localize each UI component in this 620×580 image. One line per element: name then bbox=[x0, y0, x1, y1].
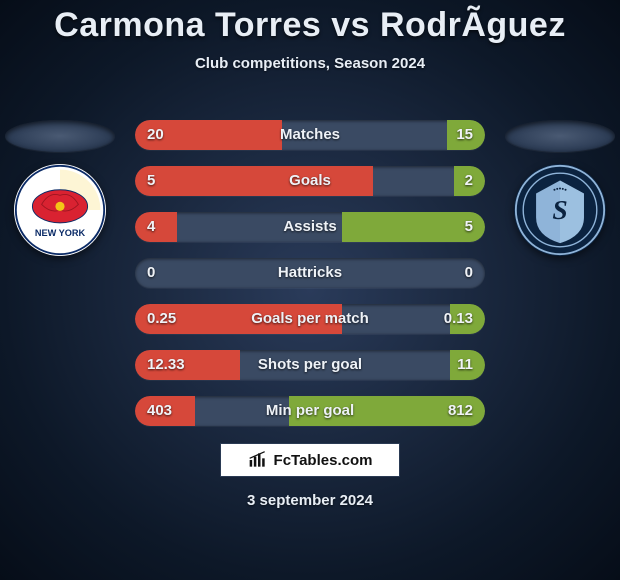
stat-label: Assists bbox=[135, 212, 485, 242]
stat-label: Shots per goal bbox=[135, 350, 485, 380]
svg-text:S: S bbox=[552, 194, 567, 225]
stat-label: Min per goal bbox=[135, 396, 485, 426]
redbulls-crest-icon: NEW YORK bbox=[14, 164, 106, 256]
stat-row: 403812Min per goal bbox=[135, 396, 485, 426]
stat-label: Goals bbox=[135, 166, 485, 196]
stat-row: 52Goals bbox=[135, 166, 485, 196]
sportingkc-crest-icon: S bbox=[514, 164, 606, 256]
stats-comparison-chart: 2015Matches 52Goals 45Assists 00Hattricks 0.… bbox=[135, 120, 485, 442]
date-label: 3 september 2024 bbox=[0, 492, 620, 509]
stat-row: 00Hattricks bbox=[135, 258, 485, 288]
fctables-label: FcTables.com bbox=[274, 452, 373, 469]
stat-label: Goals per match bbox=[135, 304, 485, 334]
stat-row: 0.250.13Goals per match bbox=[135, 304, 485, 334]
right-team-crest: S bbox=[514, 164, 606, 256]
svg-text:NEW YORK: NEW YORK bbox=[35, 228, 86, 238]
right-name-plate bbox=[505, 120, 615, 152]
stat-row: 12.3311Shots per goal bbox=[135, 350, 485, 380]
fctables-watermark: FcTables.com bbox=[220, 443, 400, 477]
stat-label: Hattricks bbox=[135, 258, 485, 288]
stat-row: 45Assists bbox=[135, 212, 485, 242]
stat-row: 2015Matches bbox=[135, 120, 485, 150]
stat-label: Matches bbox=[135, 120, 485, 150]
bar-chart-icon bbox=[248, 450, 268, 470]
left-team-crest: NEW YORK bbox=[14, 164, 106, 256]
left-player-column: NEW YORK bbox=[0, 120, 120, 256]
left-name-plate bbox=[5, 120, 115, 152]
page-title: Carmona Torres vs RodrÃguez bbox=[0, 0, 620, 45]
right-player-column: S bbox=[500, 120, 620, 256]
page-subtitle: Club competitions, Season 2024 bbox=[0, 55, 620, 72]
